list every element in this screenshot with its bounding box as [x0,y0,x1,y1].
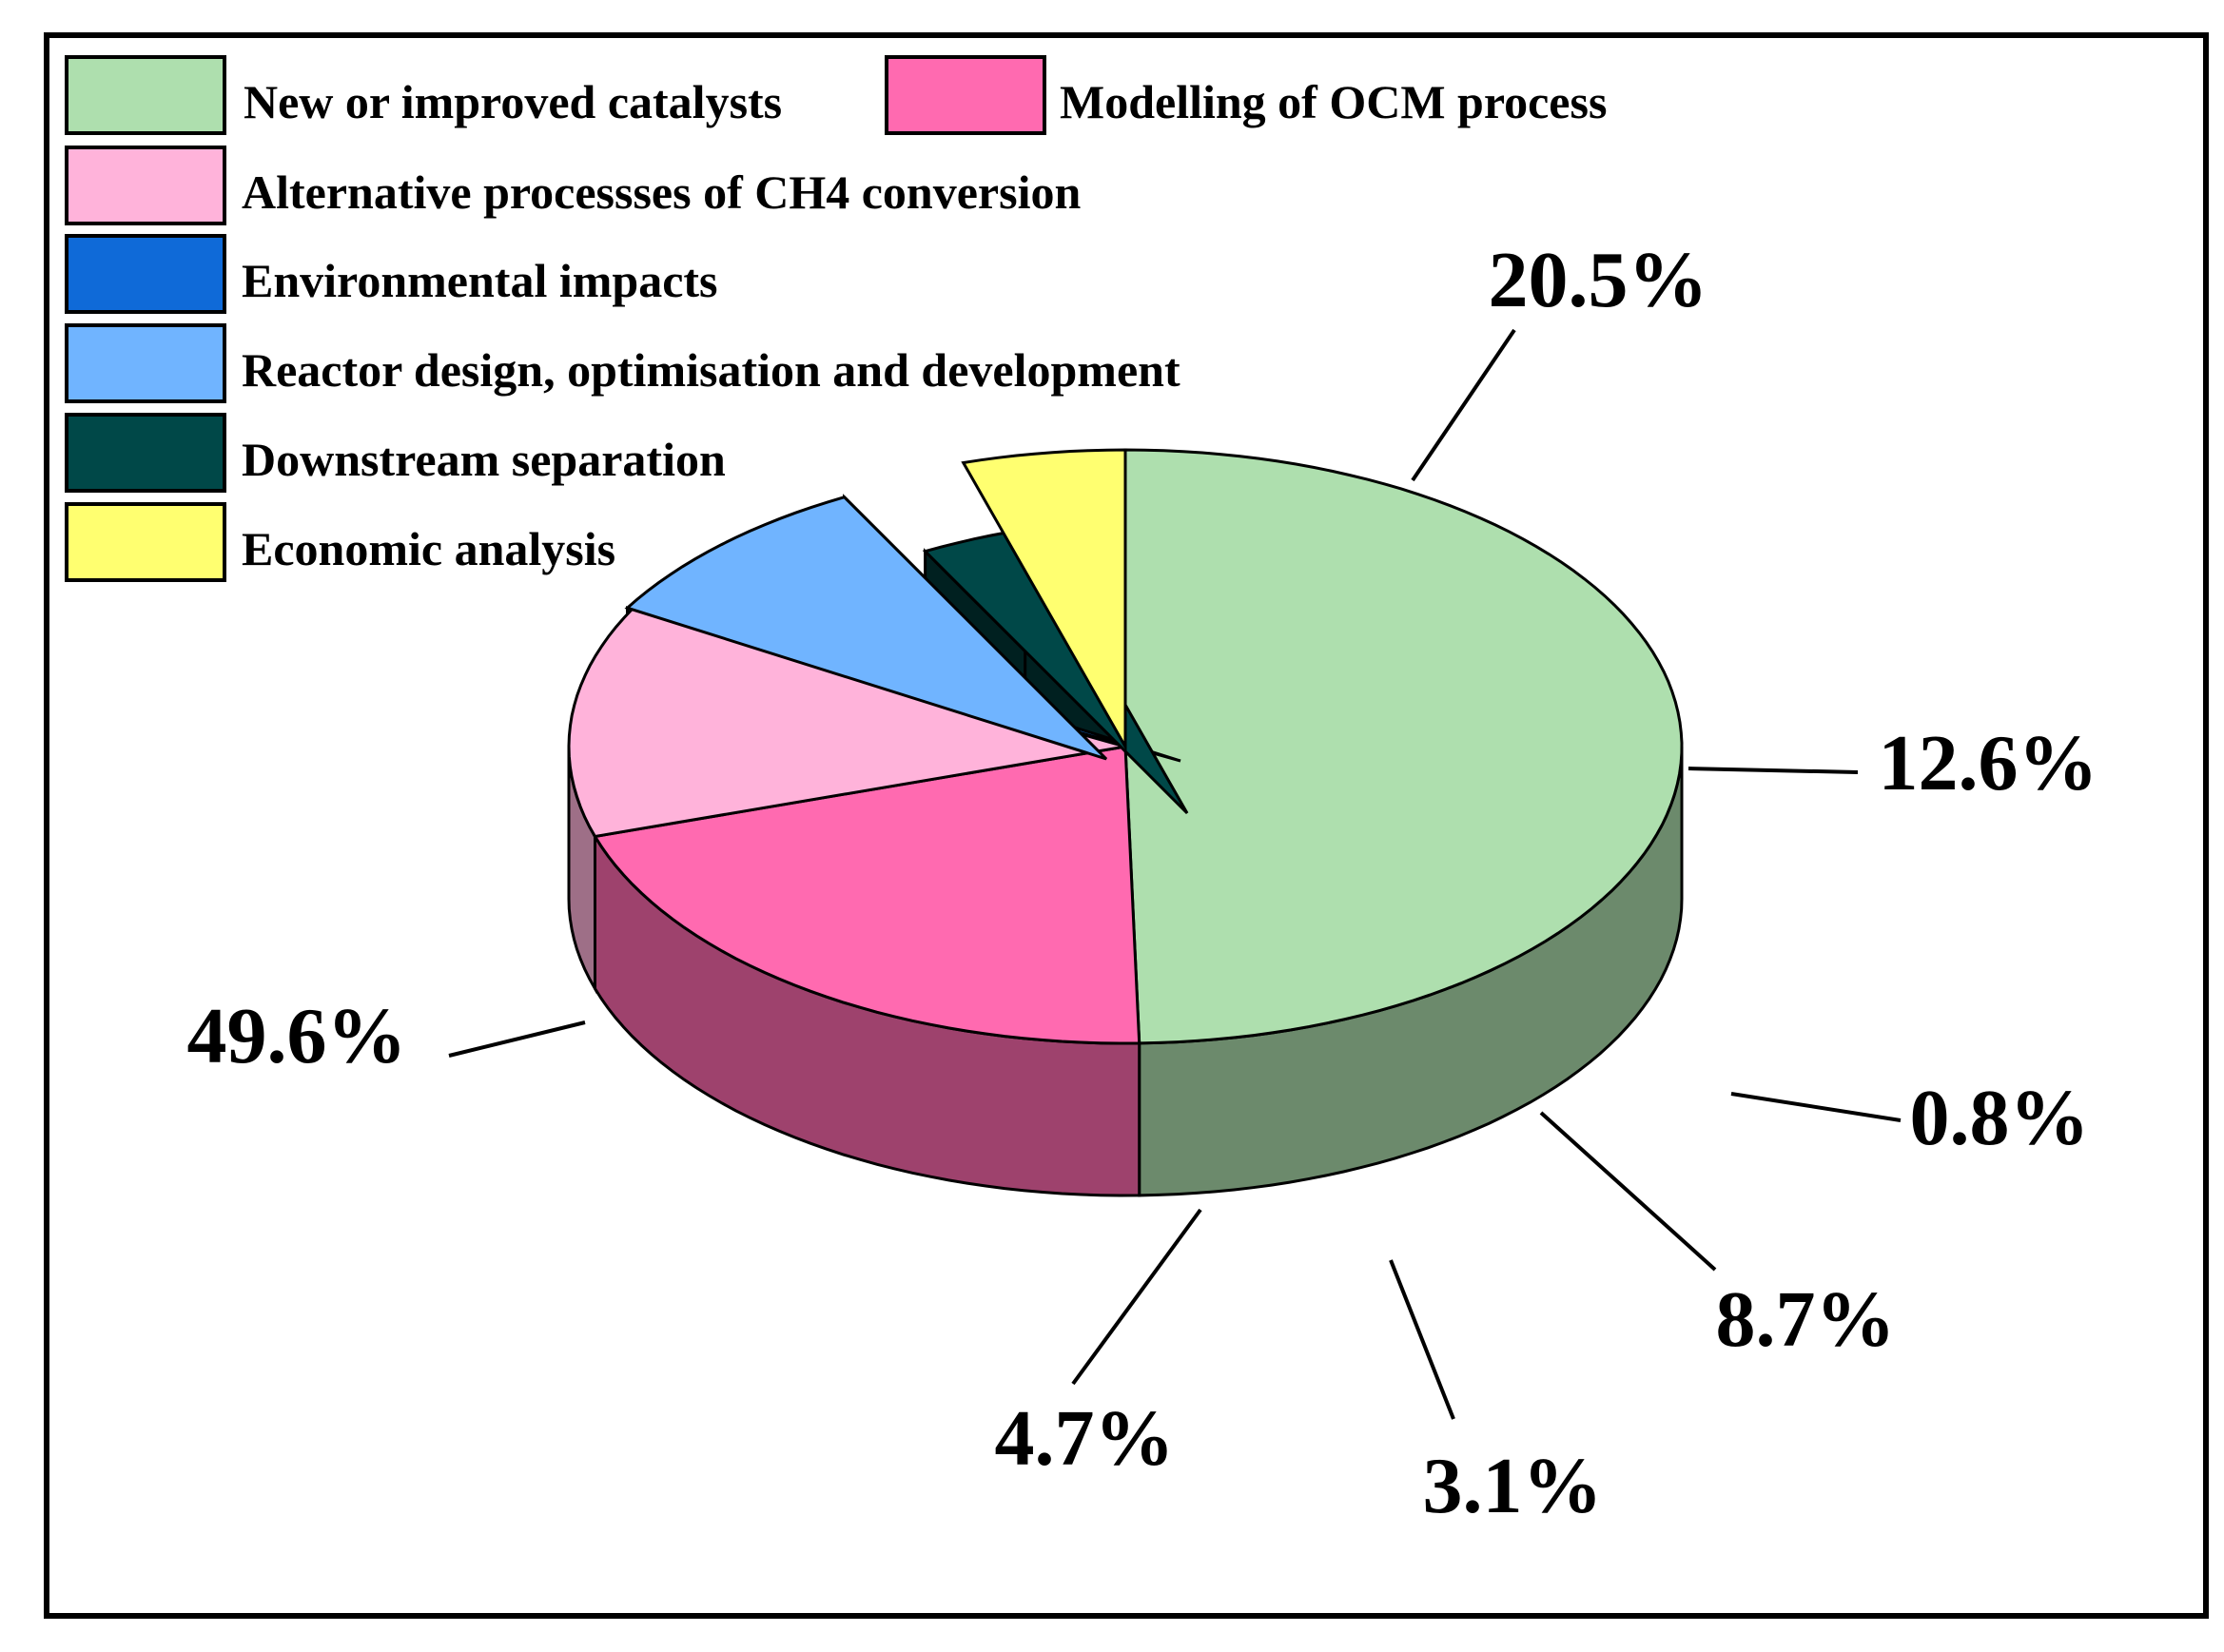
legend-label-6: Economic analysis [242,522,615,575]
percentage-labels: 49.6% 20.5% 12.6% 0.8% 8.7% 3.1% 4.7% [187,236,2098,1530]
slice-label-4: 8.7% [1716,1275,1896,1364]
slice-1[interactable] [593,745,1141,1045]
slice-label-1: 20.5% [1489,236,1708,324]
slice-label-6: 4.7% [995,1394,1175,1483]
legend: New or improved catalysts Modelling of OC… [65,55,1607,582]
legend-label-3: Environmental impacts [242,254,718,307]
leader-line-6 [1071,1208,1202,1386]
slice-label-2: 12.6% [1879,719,2098,807]
leader-line-1 [1411,328,1516,482]
leader-line-2 [1688,767,1859,774]
legend-swatch-6 [65,502,226,582]
legend-swatch-3 [65,234,226,314]
legend-label-1: Modelling of OCM process [1060,75,1607,128]
legend-label-0: New or improved catalysts [244,75,782,128]
leader-line-4 [1539,1111,1717,1272]
slice-0[interactable] [1123,448,1684,1045]
leader-line-5 [1389,1259,1455,1420]
leader-line-0 [448,1020,586,1058]
slice-6[interactable] [961,448,1127,752]
leader-lines [448,328,1902,1420]
legend-swatch-1 [885,55,1046,135]
legend-label-2: Alternative processses of CH4 conversion [242,165,1081,219]
slice-label-3: 0.8% [1910,1074,2090,1162]
slice-label-0: 49.6% [187,992,407,1080]
leader-line-3 [1730,1092,1902,1122]
legend-label-4: Reactor design, optimisation and develop… [242,343,1180,397]
legend-swatch-0 [65,55,226,135]
slice-4[interactable] [624,496,1108,761]
legend-swatch-4 [65,323,226,403]
slice-2[interactable] [567,607,1126,839]
legend-label-5: Downstream separation [242,433,726,486]
slice-label-5: 3.1% [1423,1442,1603,1530]
legend-swatch-5 [65,413,226,493]
legend-swatch-2 [65,146,226,225]
pie-tops [567,448,1684,1045]
